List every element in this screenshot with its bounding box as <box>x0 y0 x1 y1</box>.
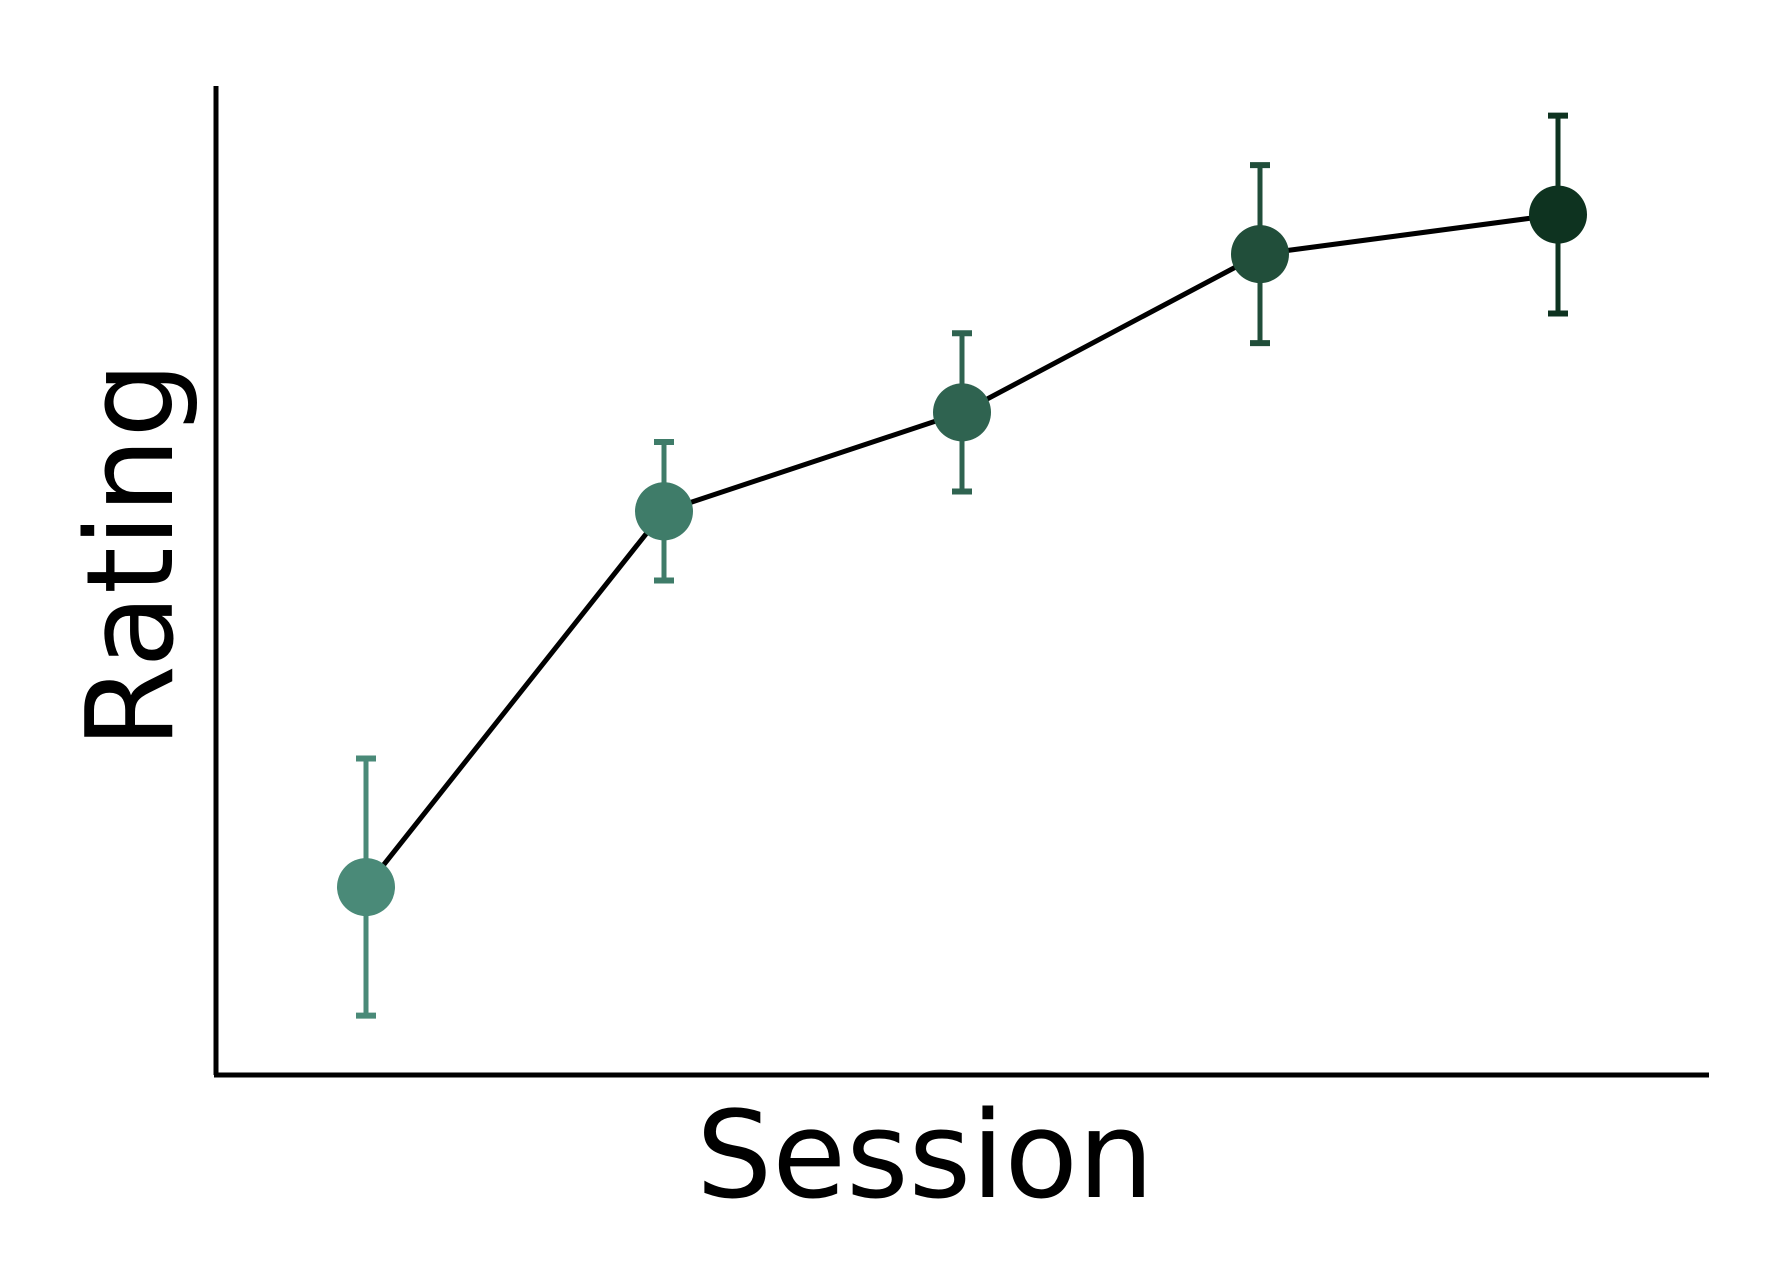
y-axis-label: Rating <box>62 362 201 749</box>
axes <box>213 86 1709 1078</box>
data-point-group-1 <box>337 755 395 1019</box>
series-line <box>364 212 1559 889</box>
data-point-group-2 <box>635 439 693 584</box>
data-point-group-4 <box>1231 162 1289 347</box>
data-point <box>933 383 991 442</box>
data-point-group-5 <box>1529 112 1587 317</box>
series <box>337 112 1587 1019</box>
data-point <box>337 858 395 917</box>
x-axis-label: Session <box>696 1087 1154 1226</box>
data-point-group-3 <box>933 330 991 495</box>
data-point <box>635 482 693 541</box>
data-point <box>1529 185 1587 244</box>
data-point <box>1231 225 1289 284</box>
